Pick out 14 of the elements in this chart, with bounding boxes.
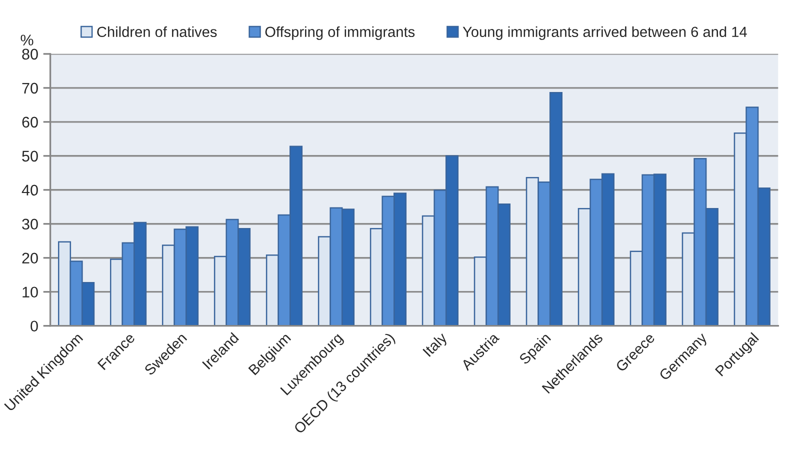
y-tick-label: 80 xyxy=(22,48,38,60)
legend-label: Children of natives xyxy=(97,26,217,38)
y-tick-label: 30 xyxy=(22,218,38,230)
x-tick-label: Italy xyxy=(422,331,450,359)
y-tick-label: 0 xyxy=(30,320,38,332)
y-tick-label: 40 xyxy=(22,184,38,196)
y-tick-label: 50 xyxy=(22,150,38,162)
y-axis-title: % xyxy=(20,34,34,46)
y-tick-label: 10 xyxy=(22,286,38,298)
legend-label: Young immigrants arrived between 6 and 14 xyxy=(462,26,747,40)
y-tick-label: 70 xyxy=(22,82,38,94)
legend-label: Offspring of immigrants xyxy=(265,26,415,40)
y-tick-label: 20 xyxy=(22,252,38,264)
y-tick-label: 60 xyxy=(22,116,38,128)
